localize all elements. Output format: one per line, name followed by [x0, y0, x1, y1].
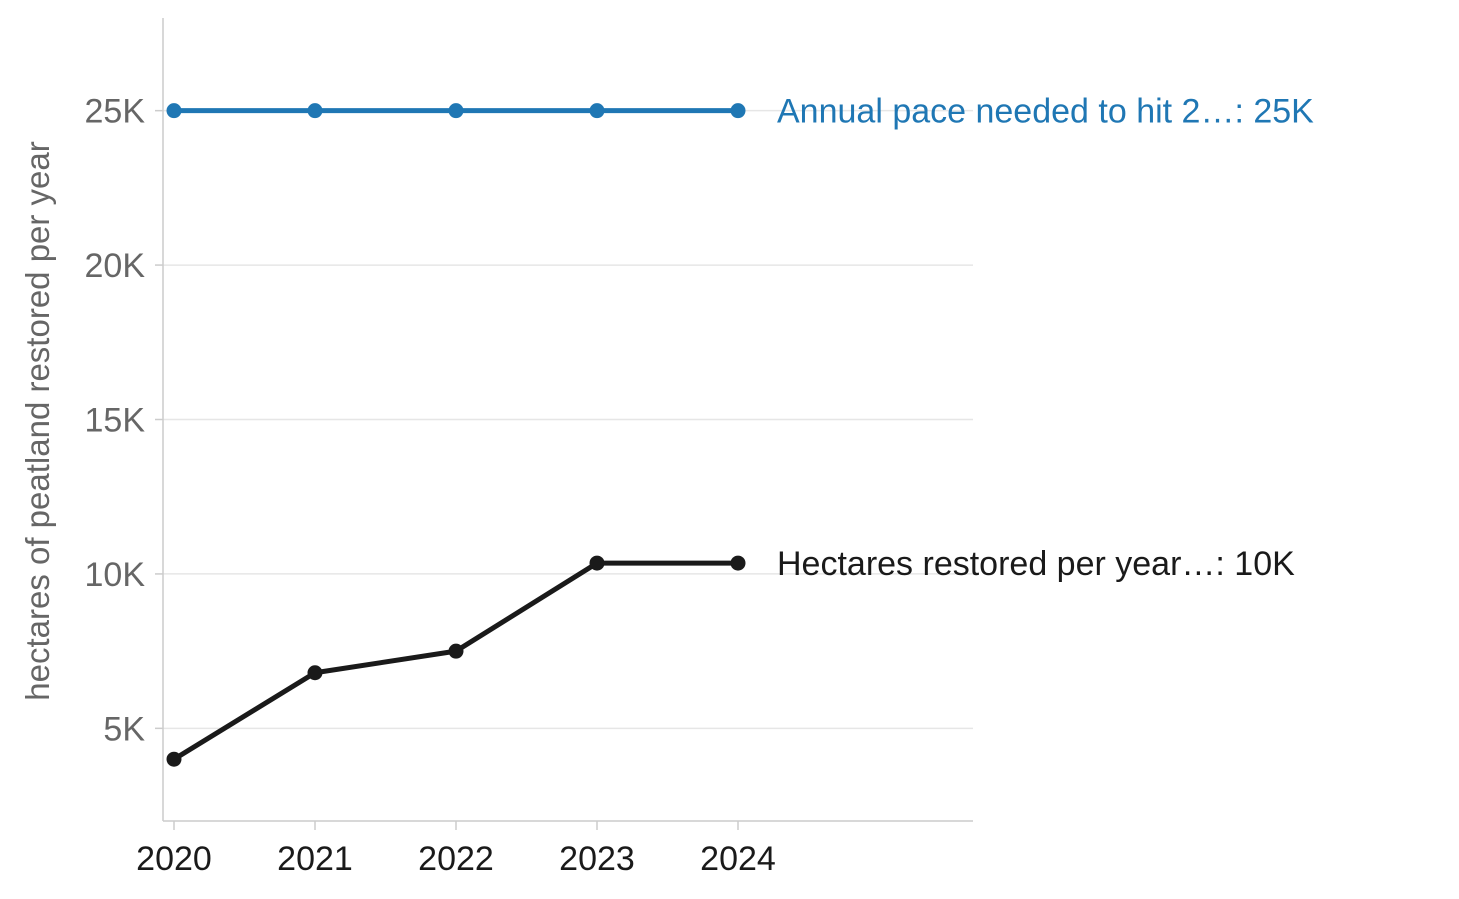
series-end-label: Annual pace needed to hit 2…: 25K: [777, 93, 1314, 131]
data-point: [448, 643, 464, 659]
data-point: [589, 555, 605, 571]
series-line-1: [171, 560, 741, 762]
x-tick-label: 2023: [559, 840, 635, 878]
data-point: [589, 103, 605, 119]
labels: Annual pace needed to hit 2…: 25K Hectare…: [777, 93, 1314, 583]
data-point: [448, 103, 464, 119]
series-end-label: Hectares restored per year…: 10K: [777, 545, 1295, 583]
gridlines: [163, 109, 973, 730]
data-point: [307, 665, 323, 681]
x-tick-label: 2024: [700, 840, 776, 878]
axes: 5K 10K 15K 20K 25K 2020 2021 2022 2023 2024 hectar…: [19, 18, 973, 878]
y-tick-label: 10K: [85, 556, 146, 594]
y-tick-label: 5K: [103, 710, 145, 748]
x-tick-label: 2020: [136, 840, 212, 878]
series-lines: [166, 103, 746, 767]
data-point: [166, 103, 182, 119]
data-point: [166, 751, 182, 767]
x-tick-label: 2022: [418, 840, 494, 878]
data-point: [730, 555, 746, 571]
data-point: [730, 103, 746, 119]
data-point: [307, 103, 323, 119]
y-tick-label: 20K: [85, 247, 146, 285]
x-tick-label: 2021: [277, 840, 353, 878]
y-tick-label: 15K: [85, 402, 146, 440]
y-axis-label: hectares of peatland restored per year: [19, 141, 56, 701]
y-tick-label: 25K: [85, 93, 146, 131]
